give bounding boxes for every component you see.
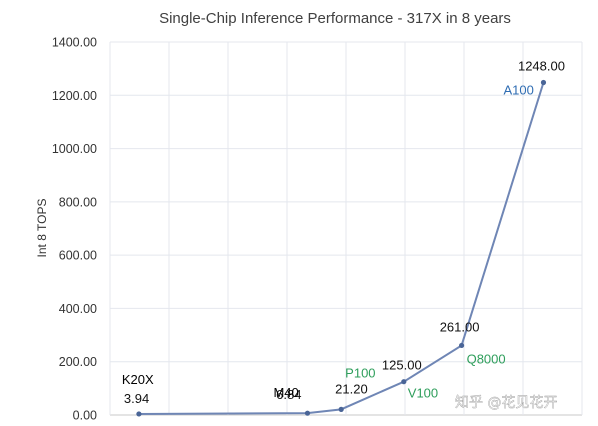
chip-name-label: Q8000 bbox=[467, 351, 506, 366]
y-tick-label: 200.00 bbox=[59, 355, 97, 369]
chip-name-label: K20X bbox=[122, 372, 154, 387]
data-value-label: 3.94 bbox=[124, 391, 149, 406]
y-tick-label: 0.00 bbox=[73, 409, 97, 423]
data-point bbox=[540, 79, 547, 86]
data-point bbox=[458, 342, 465, 349]
data-value-label: 21.20 bbox=[335, 381, 368, 396]
data-value-label: 125.00 bbox=[382, 358, 422, 373]
chip-name-label: V100 bbox=[408, 386, 438, 401]
watermark: 知乎 @花见花开 bbox=[455, 394, 557, 411]
y-tick-label: 400.00 bbox=[59, 302, 97, 316]
chip-name-label: A100 bbox=[503, 82, 533, 97]
chip-name-label: P100 bbox=[345, 365, 375, 380]
y-axis-label: Int 8 TOPS bbox=[35, 199, 49, 258]
data-point bbox=[136, 411, 142, 417]
data-value-label: 6.84 bbox=[276, 387, 301, 402]
data-point bbox=[338, 406, 344, 412]
data-point bbox=[304, 410, 311, 416]
data-value-label: 1248.00 bbox=[518, 58, 565, 73]
y-tick-label: 800.00 bbox=[59, 195, 97, 209]
y-tick-label: 600.00 bbox=[59, 249, 97, 263]
y-tick-label: 1000.00 bbox=[52, 142, 97, 156]
y-tick-label: 1200.00 bbox=[52, 89, 97, 103]
data-markers bbox=[136, 79, 547, 417]
y-axis-ticks: 0.00 200.00 400.00 600.00 800.00 1000.00 1200.… bbox=[52, 36, 97, 423]
chip-name-label: M40 bbox=[273, 385, 298, 400]
data-value-label: 261.00 bbox=[440, 319, 480, 334]
grid bbox=[109, 41, 583, 416]
series-line bbox=[138, 82, 545, 415]
data-point bbox=[401, 379, 407, 385]
y-tick-label: 1400.00 bbox=[52, 36, 97, 50]
chart-title: Single-Chip Inference Performance - 317X… bbox=[159, 10, 511, 27]
